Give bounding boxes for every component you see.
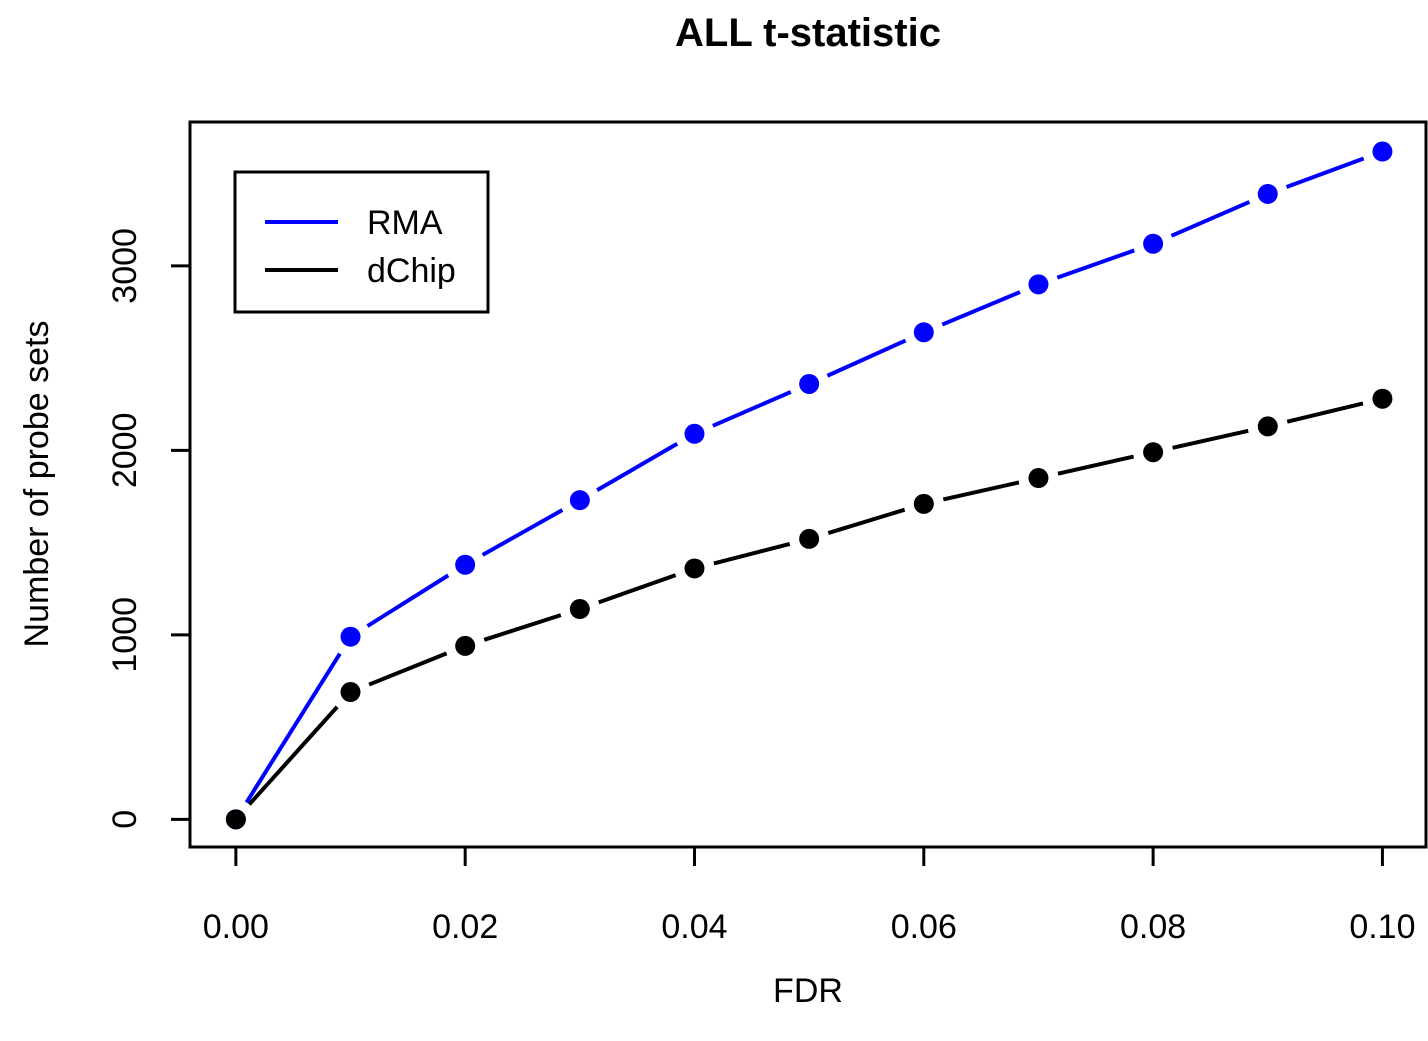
x-axis-label: FDR <box>773 972 843 1010</box>
series-rma-segment-5 <box>826 338 907 378</box>
x-tick-label-4: 0.08 <box>1120 908 1186 946</box>
y-axis-label: Number of probe sets <box>18 321 56 648</box>
series-rma-point-9 <box>1257 183 1278 204</box>
series-dchip-segment-7 <box>1057 454 1135 476</box>
legend-label-dchip: dChip <box>367 252 456 290</box>
x-tick-label-3: 0.06 <box>891 908 957 946</box>
series-rma-point-6 <box>913 322 934 343</box>
chart-title: ALL t-statistic <box>675 11 941 55</box>
x-axis: 0.00 0.02 0.04 0.06 0.08 0.10 <box>203 845 1416 946</box>
legend-box <box>233 170 490 314</box>
series-dchip-point-2 <box>455 635 476 656</box>
y-tick-label-3: 3000 <box>106 228 144 304</box>
y-tick-label-1: 1000 <box>106 597 144 673</box>
series-rma-point-10 <box>1372 141 1393 162</box>
series-dchip-segment-6 <box>942 480 1020 502</box>
series-dchip-point-4 <box>684 558 705 579</box>
series-dchip-point-10 <box>1372 388 1393 409</box>
series-dchip-point-0 <box>225 809 246 830</box>
series-rma-segment-3 <box>596 442 679 492</box>
legend-label-rma: RMA <box>367 204 443 242</box>
series-dchip-point-7 <box>1028 468 1049 489</box>
series-dchip-segment-4 <box>713 541 791 566</box>
series-rma-point-3 <box>569 490 590 511</box>
series-rma-point-1 <box>340 626 361 647</box>
series-rma-point-2 <box>455 554 476 575</box>
series-rma-point-5 <box>799 373 820 394</box>
series-dchip-segment-5 <box>827 507 906 535</box>
series-dchip-point-8 <box>1143 442 1164 463</box>
x-tick-label-2: 0.04 <box>661 908 727 946</box>
legend: RMA dChip <box>233 170 490 314</box>
series-dchip-point-1 <box>340 682 361 703</box>
series-rma-segment-7 <box>1056 248 1135 280</box>
y-tick-label-2: 2000 <box>106 413 144 489</box>
series-dchip-segment-2 <box>483 613 562 642</box>
series-dchip-segment-3 <box>598 573 677 605</box>
x-tick-label-1: 0.02 <box>432 908 498 946</box>
series-rma-segment-9 <box>1285 156 1365 189</box>
series-rma-point-4 <box>684 423 705 444</box>
series-rma-segment-6 <box>941 290 1021 327</box>
series-dchip-segment-1 <box>368 651 448 687</box>
series-rma-point-7 <box>1028 274 1049 295</box>
series-dchip <box>225 388 1393 830</box>
series-dchip-point-6 <box>913 493 934 514</box>
x-tick-label-5: 0.10 <box>1349 908 1415 946</box>
series-rma-segment-4 <box>712 390 792 428</box>
series-dchip-point-9 <box>1257 416 1278 437</box>
series-rma-segment-1 <box>366 573 450 628</box>
series-rma-segment-0 <box>244 652 342 804</box>
series-rma-segment-8 <box>1170 200 1251 238</box>
series-rma-point-8 <box>1143 233 1164 254</box>
x-tick-label-0: 0.00 <box>203 908 269 946</box>
series-rma-segment-2 <box>481 508 564 557</box>
series-dchip-point-3 <box>569 599 590 620</box>
series-dchip-point-5 <box>799 528 820 549</box>
series-dchip-segment-9 <box>1286 401 1364 424</box>
y-tick-label-0: 0 <box>106 810 144 829</box>
series-layer <box>225 141 1393 830</box>
series-dchip-segment-8 <box>1172 428 1249 450</box>
series-dchip-segment-0 <box>247 705 339 806</box>
y-axis: 0 1000 2000 3000 <box>106 228 192 829</box>
